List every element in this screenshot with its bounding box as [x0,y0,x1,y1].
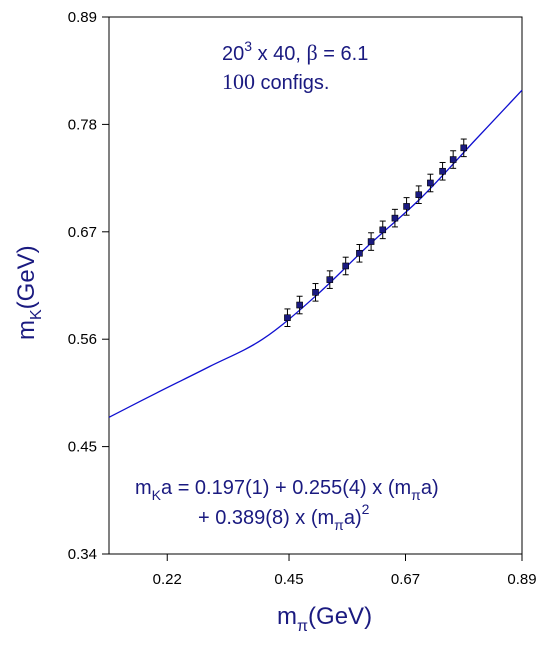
data-point [403,197,410,216]
x-tick-label: 0.45 [274,571,303,588]
point-marker [379,226,387,234]
data-point [284,308,291,328]
fit-curve [108,89,523,418]
data-point [391,208,399,228]
data-point [326,270,334,289]
y-tick-label: 0.45 [68,439,97,456]
point-marker [439,167,446,175]
point-marker [284,314,291,322]
fit-formula-line2: + 0.389(8) x (mπa)2 [198,501,370,533]
plot-frame [108,16,523,555]
point-marker [427,179,434,187]
y-tick-label: 0.78 [68,116,97,133]
point-marker [460,144,468,152]
point-marker [449,156,457,163]
y-tick-label: 0.67 [68,224,97,241]
point-marker [326,276,334,283]
data-point [379,220,387,240]
y-tick-label: 0.56 [68,331,97,348]
data-point [460,138,468,158]
y-axis-title: mK(GeV) [13,245,45,340]
x-axis: 0.22 0.45 0.67 0.89 [153,554,537,588]
data-point [415,185,423,204]
data-point [342,256,349,276]
x-tick-label: 0.22 [153,571,182,588]
data-point [439,161,446,181]
data-point [367,232,375,251]
x-axis-title: mπ(GeV) [277,603,372,635]
point-marker [415,191,423,198]
point-marker [403,203,410,210]
x-tick-label: 0.89 [507,571,536,588]
point-marker [367,238,375,245]
data-point [356,243,363,263]
y-tick-label: 0.89 [68,9,97,26]
data-points [284,138,468,328]
fit-formula-line1: mKa = 0.197(1) + 0.255(4) x (mπa) [135,477,439,503]
lattice-annotation: 203 x 40, β = 6.1 [222,38,368,65]
point-marker [296,301,303,309]
x-tick-label: 0.67 [391,571,420,588]
point-marker [391,214,399,222]
configs-annotation: 100 configs. [222,69,329,94]
data-point [449,150,457,169]
data-point [296,295,303,315]
point-marker [342,262,349,270]
point-marker [312,289,319,296]
y-tick-label: 0.34 [68,546,97,563]
data-point [312,283,319,302]
data-point [427,173,434,193]
point-marker [356,249,363,257]
y-axis: 0.34 0.45 0.56 0.67 0.78 0.89 [68,9,109,563]
